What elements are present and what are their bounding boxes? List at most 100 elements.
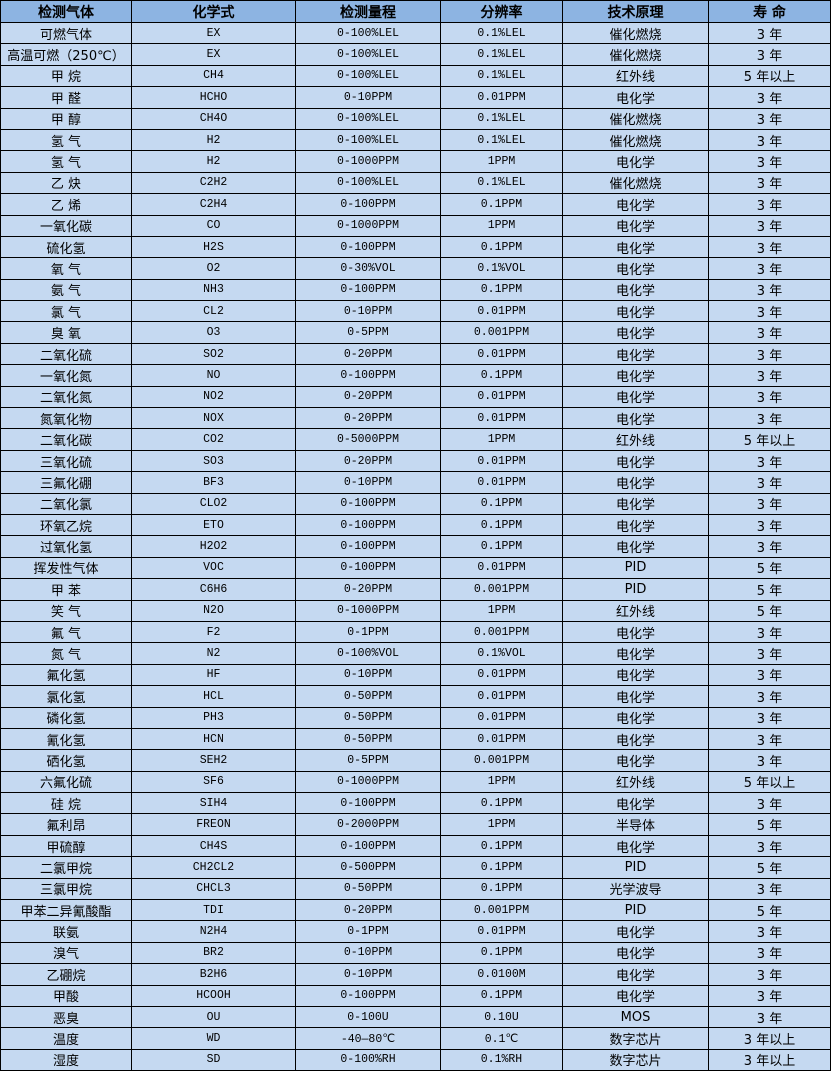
cell-formula: HCOOH bbox=[131, 984, 296, 1007]
cell-principle: 数字芯片 bbox=[562, 1048, 709, 1072]
cell-range: 0-30%VOL bbox=[295, 257, 441, 280]
cell-range: 0-100PPM bbox=[295, 513, 441, 537]
cell-resolution: 0.1PPM bbox=[440, 235, 563, 259]
cell-gas: 甲 醛 bbox=[0, 86, 132, 109]
cell-lifespan: 5 年以上 bbox=[708, 64, 831, 88]
cell-gas: 高温可燃（250℃） bbox=[0, 43, 132, 66]
cell-range: 0-20PPM bbox=[295, 899, 441, 922]
cell-lifespan: 3 年 bbox=[708, 278, 831, 302]
cell-range: 0-500PPM bbox=[295, 856, 441, 879]
cell-gas: 甲 烷 bbox=[0, 64, 132, 88]
cell-principle: 催化燃烧 bbox=[562, 21, 709, 45]
table-row: 硫化氢 H2S 0-100PPM 0.1PPM 电化学 3 年 bbox=[0, 235, 831, 259]
cell-principle: 电化学 bbox=[562, 235, 709, 259]
cell-range: 0-20PPM bbox=[295, 578, 441, 601]
cell-principle: 红外线 bbox=[562, 64, 709, 88]
cell-range: 0-2000PPM bbox=[295, 813, 441, 836]
cell-resolution: 0.01PPM bbox=[440, 706, 563, 729]
table-row: 氯 气 CL2 0-10PPM 0.01PPM 电化学 3 年 bbox=[0, 300, 831, 323]
table-row: 氢 气 H2 0-100%LEL 0.1%LEL 催化燃烧 3 年 bbox=[0, 128, 831, 152]
cell-lifespan: 3 年 bbox=[708, 385, 831, 409]
cell-lifespan: 5 年 bbox=[708, 899, 831, 922]
cell-lifespan: 3 年 bbox=[708, 150, 831, 173]
cell-resolution: 0.01PPM bbox=[440, 471, 563, 494]
cell-gas: 氢 气 bbox=[0, 150, 132, 173]
cell-gas: 甲 醇 bbox=[0, 107, 132, 130]
cell-gas: 环氧乙烷 bbox=[0, 513, 132, 537]
cell-gas: 乙 烯 bbox=[0, 193, 132, 216]
cell-formula: ETO bbox=[131, 513, 296, 537]
cell-resolution: 0.1%RH bbox=[440, 1048, 563, 1072]
cell-formula: H2 bbox=[131, 128, 296, 152]
cell-resolution: 0.01PPM bbox=[440, 449, 563, 473]
cell-gas: 可燃气体 bbox=[0, 21, 132, 45]
cell-formula: SIH4 bbox=[131, 792, 296, 815]
cell-formula: CH2CL2 bbox=[131, 856, 296, 879]
cell-range: 0-10PPM bbox=[295, 471, 441, 494]
cell-resolution: 0.1PPM bbox=[440, 856, 563, 879]
cell-range: 0-100%LEL bbox=[295, 43, 441, 66]
cell-gas: 过氧化氢 bbox=[0, 535, 132, 558]
cell-range: -40—80℃ bbox=[295, 1027, 441, 1050]
cell-lifespan: 3 年 bbox=[708, 663, 831, 687]
cell-resolution: 0.01PPM bbox=[440, 342, 563, 366]
cell-formula: C2H2 bbox=[131, 171, 296, 195]
table-row: 氢 气 H2 0-1000PPM 1PPM 电化学 3 年 bbox=[0, 150, 831, 173]
cell-principle: 电化学 bbox=[562, 727, 709, 751]
cell-resolution: 0.01PPM bbox=[440, 300, 563, 323]
cell-resolution: 0.001PPM bbox=[440, 899, 563, 922]
cell-principle: 电化学 bbox=[562, 792, 709, 815]
cell-formula: TDI bbox=[131, 899, 296, 922]
table-row: 氮氧化物 NOX 0-20PPM 0.01PPM 电化学 3 年 bbox=[0, 407, 831, 430]
cell-formula: BR2 bbox=[131, 941, 296, 965]
cell-formula: FREON bbox=[131, 813, 296, 836]
cell-principle: 红外线 bbox=[562, 599, 709, 622]
cell-principle: 催化燃烧 bbox=[562, 43, 709, 66]
cell-principle: 电化学 bbox=[562, 193, 709, 216]
cell-range: 0-5PPM bbox=[295, 749, 441, 772]
cell-formula: H2O2 bbox=[131, 535, 296, 558]
table-row: 过氧化氢 H2O2 0-100PPM 0.1PPM 电化学 3 年 bbox=[0, 535, 831, 558]
cell-range: 0-100PPM bbox=[295, 535, 441, 558]
table-row: 二氯甲烷 CH2CL2 0-500PPM 0.1PPM PID 5 年 bbox=[0, 856, 831, 879]
cell-formula: BF3 bbox=[131, 471, 296, 494]
table-row: 温度 WD -40—80℃ 0.1℃ 数字芯片 3 年以上 bbox=[0, 1027, 831, 1050]
header-resolution: 分辨率 bbox=[440, 0, 563, 23]
cell-principle: 电化学 bbox=[562, 471, 709, 494]
cell-principle: 电化学 bbox=[562, 150, 709, 173]
cell-gas: 一氧化氮 bbox=[0, 364, 132, 387]
cell-formula: CH4S bbox=[131, 834, 296, 858]
cell-gas: 笑 气 bbox=[0, 599, 132, 622]
cell-formula: C2H4 bbox=[131, 193, 296, 216]
cell-formula: HCN bbox=[131, 727, 296, 751]
cell-gas: 氟利昂 bbox=[0, 813, 132, 836]
cell-lifespan: 3 年 bbox=[708, 86, 831, 109]
cell-principle: 电化学 bbox=[562, 834, 709, 858]
table-header-row: 检测气体 化学式 检测量程 分辨率 技术原理 寿 命 bbox=[0, 0, 831, 23]
table-row: 甲 烷 CH4 0-100%LEL 0.1%LEL 红外线 5 年以上 bbox=[0, 64, 831, 88]
cell-resolution: 0.10U bbox=[440, 1005, 563, 1029]
cell-range: 0-20PPM bbox=[295, 449, 441, 473]
cell-range: 0-20PPM bbox=[295, 342, 441, 366]
cell-lifespan: 5 年以上 bbox=[708, 770, 831, 794]
cell-gas: 六氟化硫 bbox=[0, 770, 132, 794]
cell-range: 0-100%VOL bbox=[295, 642, 441, 665]
cell-lifespan: 3 年 bbox=[708, 920, 831, 943]
table-row: 三氟化硼 BF3 0-10PPM 0.01PPM 电化学 3 年 bbox=[0, 471, 831, 494]
cell-gas: 甲酸 bbox=[0, 984, 132, 1007]
cell-gas: 一氧化碳 bbox=[0, 214, 132, 237]
cell-principle: 红外线 bbox=[562, 770, 709, 794]
cell-lifespan: 3 年 bbox=[708, 620, 831, 644]
cell-principle: 催化燃烧 bbox=[562, 171, 709, 195]
table-row: 氧 气 O2 0-30%VOL 0.1%VOL 电化学 3 年 bbox=[0, 257, 831, 280]
table-row: 甲 醇 CH4O 0-100%LEL 0.1%LEL 催化燃烧 3 年 bbox=[0, 107, 831, 130]
cell-gas: 氮氧化物 bbox=[0, 407, 132, 430]
cell-resolution: 0.01PPM bbox=[440, 556, 563, 580]
table-row: 氟利昂 FREON 0-2000PPM 1PPM 半导体 5 年 bbox=[0, 813, 831, 836]
cell-formula: O2 bbox=[131, 257, 296, 280]
cell-range: 0-10PPM bbox=[295, 963, 441, 986]
cell-principle: 电化学 bbox=[562, 920, 709, 943]
cell-gas: 甲苯二异氰酸酯 bbox=[0, 899, 132, 922]
cell-resolution: 1PPM bbox=[440, 428, 563, 451]
cell-lifespan: 3 年 bbox=[708, 706, 831, 729]
